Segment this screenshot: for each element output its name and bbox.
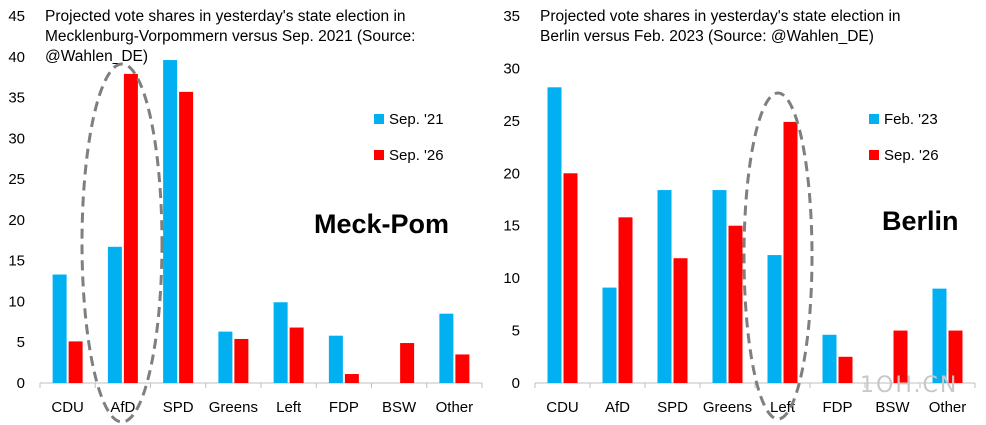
x-category-label: AfD	[110, 399, 135, 416]
y-tick-label: 25	[503, 113, 520, 130]
x-category-label: Other	[929, 399, 967, 416]
x-category-label: Greens	[703, 399, 752, 416]
bar-current	[179, 91, 194, 383]
bar-current	[893, 330, 908, 383]
panel-annotation: Berlin	[882, 206, 959, 236]
bar-previous	[712, 190, 727, 383]
bar-current	[68, 341, 83, 383]
y-tick-label: 45	[8, 8, 25, 25]
x-category-label: SPD	[657, 399, 688, 416]
y-tick-label: 5	[512, 323, 520, 340]
y-tick-label: 0	[512, 375, 520, 392]
bar-current	[838, 356, 853, 383]
bar-current	[783, 121, 798, 384]
chart-title-line: Berlin versus Feb. 2023 (Source: @Wahlen…	[540, 28, 874, 45]
bar-previous	[107, 246, 122, 383]
bar-previous	[218, 331, 233, 383]
y-tick-label: 30	[503, 60, 520, 77]
highlight-ellipse	[742, 91, 814, 421]
y-tick-label: 35	[503, 8, 520, 25]
bar-previous	[163, 60, 178, 383]
y-tick-label: 20	[503, 165, 520, 182]
x-category-label: Other	[436, 399, 474, 416]
y-tick-label: 10	[8, 293, 25, 310]
legend-swatch	[374, 150, 384, 160]
legend-swatch	[869, 150, 879, 160]
bar-previous	[273, 302, 288, 383]
panel-annotation: Meck-Pom	[314, 209, 449, 239]
y-tick-label: 20	[8, 212, 25, 229]
chart-meck-pom: Projected vote shares in yesterday's sta…	[8, 8, 483, 424]
legend-label: Sep. '21	[389, 111, 444, 128]
bar-previous	[657, 190, 672, 383]
watermark-text: 1OH.CN	[860, 373, 958, 398]
x-category-label: SPD	[163, 399, 194, 416]
x-category-label: FDP	[823, 399, 853, 416]
y-tick-label: 5	[17, 334, 25, 351]
bar-previous	[767, 255, 782, 383]
chart-title-line: Projected vote shares in yesterday's sta…	[45, 8, 406, 25]
bar-current	[123, 73, 138, 383]
legend-swatch	[374, 114, 384, 124]
bar-current	[455, 354, 470, 383]
y-tick-label: 15	[8, 253, 25, 270]
x-category-label: BSW	[382, 399, 417, 416]
legend-label: Feb. '23	[884, 111, 938, 128]
bar-current	[234, 338, 249, 383]
x-category-label: Left	[276, 399, 302, 416]
chart-title-line: Projected vote shares in yesterday's sta…	[540, 8, 901, 25]
bar-previous	[602, 287, 617, 383]
chart-title-line: @Wahlen_DE)	[45, 48, 148, 65]
y-tick-label: 30	[8, 130, 25, 147]
x-category-label: AfD	[605, 399, 630, 416]
x-category-label: Left	[770, 399, 796, 416]
bar-current	[618, 217, 633, 383]
y-tick-label: 25	[8, 171, 25, 188]
y-tick-label: 40	[8, 49, 25, 66]
bar-current	[344, 374, 359, 383]
bar-current	[400, 343, 415, 383]
bar-previous	[439, 313, 454, 383]
x-category-label: CDU	[546, 399, 579, 416]
bar-current	[563, 173, 578, 383]
bar-previous	[52, 274, 67, 383]
x-category-label: BSW	[875, 399, 910, 416]
chart-title-line: Mecklenburg-Vorpommern versus Sep. 2021 …	[45, 28, 415, 45]
y-tick-label: 0	[17, 375, 25, 392]
x-category-label: CDU	[51, 399, 84, 416]
bar-current	[673, 258, 688, 383]
legend-label: Sep. '26	[389, 147, 444, 164]
y-tick-label: 15	[503, 218, 520, 235]
chart-berlin: Projected vote shares in yesterday's sta…	[503, 8, 976, 421]
bar-current	[728, 225, 743, 383]
bar-previous	[328, 335, 343, 383]
x-category-label: Greens	[209, 399, 258, 416]
bar-current	[289, 327, 304, 383]
legend-label: Sep. '26	[884, 147, 939, 164]
y-tick-label: 35	[8, 90, 25, 107]
bar-previous	[822, 334, 837, 383]
legend-swatch	[869, 114, 879, 124]
y-tick-label: 10	[503, 270, 520, 287]
x-category-label: FDP	[329, 399, 359, 416]
bar-current	[948, 330, 963, 383]
highlight-ellipse	[80, 62, 164, 424]
bar-previous	[932, 288, 947, 383]
bar-previous	[547, 87, 562, 383]
